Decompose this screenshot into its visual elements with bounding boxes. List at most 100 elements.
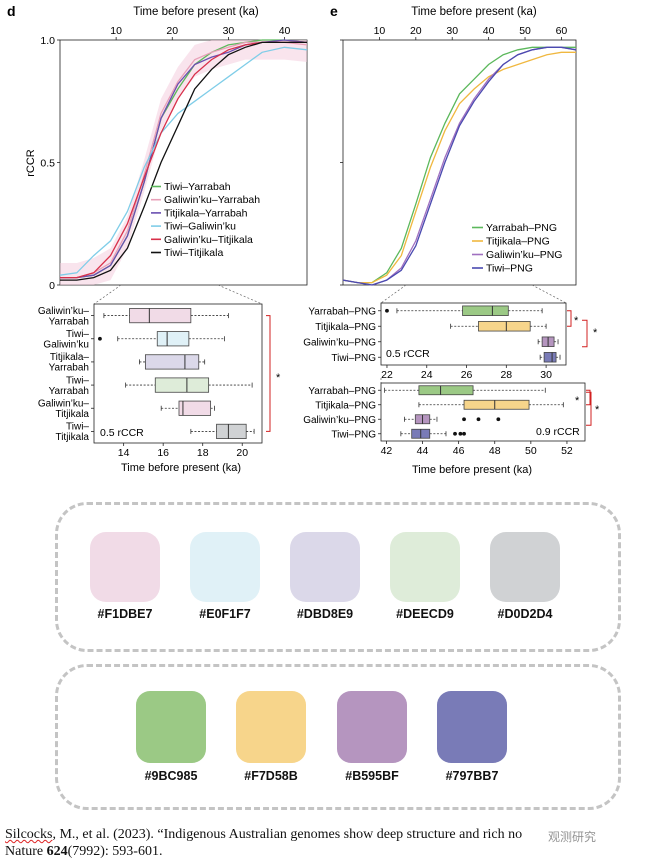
panel-d-legend-entry: Galiwin’ku–Titjikala xyxy=(164,234,253,246)
panel-e-box1-sig-bracket xyxy=(567,310,572,327)
light-color-swatch xyxy=(490,532,560,602)
panel-d-zoom-guide xyxy=(217,284,263,305)
panel-d-letter: d xyxy=(7,3,16,19)
panel-d-legend-entry: Tiwi–Yarrabah xyxy=(164,181,231,193)
panel-e-box2-x-tick-label: 46 xyxy=(453,445,465,457)
panel-d-sig-star: * xyxy=(276,372,281,384)
panel-d-box-box xyxy=(178,400,212,416)
panel-d-box-row-label: Yarrabah xyxy=(49,316,89,327)
panel-e-top-axis-label: Time before present (ka) xyxy=(411,6,537,18)
panel-e-box2-outlier xyxy=(496,417,501,422)
panel-d-top-tick-label: 10 xyxy=(110,25,122,37)
panel-d-series-line xyxy=(60,41,308,279)
panel-d-line-chart: 10 20 30 40 0 0.5 1.0 Tiwi–YarrabahGaliwin’ku–Y… xyxy=(40,25,308,292)
citation-text: , M., et al. (2023). “Indigenous Austral… xyxy=(52,827,523,842)
panel-e-box1-x-tick-label: 22 xyxy=(381,369,393,381)
panel-d-box-x-tick-label: 18 xyxy=(197,447,209,459)
panel-e-box1-note: 0.5 rCCR xyxy=(386,348,430,360)
panel-d-zoom-guide xyxy=(93,284,122,305)
light-color-hex-label: #E0F1F7 xyxy=(199,607,251,621)
panel-d-box-box xyxy=(144,354,200,370)
dark-color-swatch xyxy=(136,691,206,763)
panel-e-box1-box xyxy=(478,321,531,332)
panel-e-box2-row-label: Tiwi–PNG xyxy=(331,429,376,440)
panel-e-box1-x-tick-label: 28 xyxy=(500,369,512,381)
panel-e-box2-x-tick-label: 50 xyxy=(525,445,537,457)
panel-e-box1-x-tick-label: 24 xyxy=(421,369,433,381)
panel-e-box1-box xyxy=(462,305,509,316)
panel-d-box-note: 0.5 rCCR xyxy=(100,427,144,439)
panel-e-box2-outlier xyxy=(453,431,457,436)
panel-e-top-tick-label: 40 xyxy=(483,25,495,37)
panel-d-top-tick-label: 30 xyxy=(223,25,235,37)
panel-e-series-line xyxy=(342,51,576,284)
panel-e-box1-sig-star: * xyxy=(574,315,579,327)
light-color-hex-label: #D0D2D4 xyxy=(497,607,553,621)
panel-d-box-chart: Galiwin’ku–YarrabahTiwi–Galiwin’kuTitjik… xyxy=(38,284,281,459)
panel-d-box-xlabel: Time before present (ka) xyxy=(121,462,241,474)
panel-e-box1-row-label: Tiwi–PNG xyxy=(331,353,376,364)
panel-e-zoom-guide xyxy=(531,284,567,304)
panel-e-box2-sig-star: * xyxy=(575,395,580,407)
panel-e-top-tick-label: 10 xyxy=(374,25,386,37)
panel-d-legend-entry: Galiwin’ku–Yarrabah xyxy=(164,194,260,206)
figure-svg: d e Time before present (ka) Time before… xyxy=(7,3,600,476)
light-swatch-panel xyxy=(55,502,621,652)
panel-d-box-box xyxy=(216,423,247,439)
panel-d-box-row-label: Tiwi– xyxy=(66,422,89,433)
light-color-hex-label: #F1DBE7 xyxy=(97,607,153,621)
panel-e-box2-box xyxy=(418,385,474,396)
panel-e-box2-sig-bracket xyxy=(586,391,592,426)
panel-e-legend-entry: Tiwi–PNG xyxy=(486,263,533,275)
panel-e-box2-x-tick-label: 48 xyxy=(489,445,501,457)
panel-e-box-chart-09: Yarrabah–PNG Titjikala–PNG Galiwin’ku–PNG T… xyxy=(303,378,600,457)
panel-d-sig-bracket xyxy=(266,315,271,432)
panel-d-top-axis-label: Time before present (ka) xyxy=(133,6,259,18)
panel-e-box1-box xyxy=(543,352,557,363)
panel-d-box-x-tick-label: 14 xyxy=(118,447,130,459)
citation-volume: 624 xyxy=(46,844,68,859)
light-color-swatch xyxy=(190,532,260,602)
panel-e-legend-entry: Galiwin’ku–PNG xyxy=(486,249,562,261)
panel-e-box2-row-label: Galiwin’ku–PNG xyxy=(303,415,376,426)
dark-color-hex-label: #797BB7 xyxy=(445,769,499,783)
panel-d-y-tick-label: 0.5 xyxy=(40,158,55,170)
panel-e-box-chart-05: Yarrabah–PNG Titjikala–PNG Galiwin’ku–PNG T… xyxy=(303,284,598,381)
panel-d-series-line xyxy=(60,41,307,279)
panel-d-box-row-label: Galiwin’ku– xyxy=(38,306,90,317)
panel-d-y-tick-label: 0 xyxy=(49,280,55,292)
panel-e-box2-frame xyxy=(380,382,586,442)
panel-e-box1-row-label: Yarrabah–PNG xyxy=(308,306,376,317)
panel-d-box-row-label: Tiwi– xyxy=(66,375,89,386)
panel-d-legend-entry: Titjikala–Yarrabah xyxy=(164,207,248,219)
panel-e-box2-row-label: Yarrabah–PNG xyxy=(308,386,376,397)
dark-color-hex-label: #9BC985 xyxy=(144,769,198,783)
panel-e-box2-note: 0.9 rCCR xyxy=(536,426,580,438)
citation-author: Silcocks xyxy=(5,827,53,842)
panel-e-top-tick-label: 20 xyxy=(410,25,422,37)
light-color-swatch xyxy=(90,532,160,602)
panel-e-box2-x-tick-label: 44 xyxy=(417,445,429,457)
panel-d-box-box xyxy=(154,377,210,393)
panel-e-box2-outlier xyxy=(462,431,466,436)
panel-e-box2-sig-bracket xyxy=(586,389,591,406)
panel-e-box2-outlier xyxy=(462,417,466,422)
panel-e-box1-sig-bracket xyxy=(582,319,588,348)
light-color-swatch xyxy=(390,532,460,602)
panel-e-box1-row-label: Galiwin’ku–PNG xyxy=(303,337,376,348)
citation: Silcocks, M., et al. (2023). “Indigenous… xyxy=(5,826,655,860)
panel-e-box1-frame xyxy=(380,302,567,366)
panel-e-series-line xyxy=(342,46,577,286)
panel-d-box-x-tick-label: 20 xyxy=(236,447,248,459)
panel-e-box2-box xyxy=(463,399,530,410)
dark-color-swatch xyxy=(437,691,507,763)
panel-d-box-row-label: Tiwi– xyxy=(66,329,89,340)
panel-d-box-frame xyxy=(93,303,263,444)
citation-journal: Nature xyxy=(5,844,47,859)
panel-e-top-tick-label: 30 xyxy=(446,25,458,37)
panel-d-box-box xyxy=(156,331,190,347)
panel-e-box1-x-tick-label: 26 xyxy=(461,369,473,381)
panel-d-box-x-tick-label: 16 xyxy=(157,447,169,459)
panel-d-legend-entry: Tiwi–Galiwin’ku xyxy=(164,221,236,233)
watermark-logo: 观测研究 xyxy=(548,830,597,844)
